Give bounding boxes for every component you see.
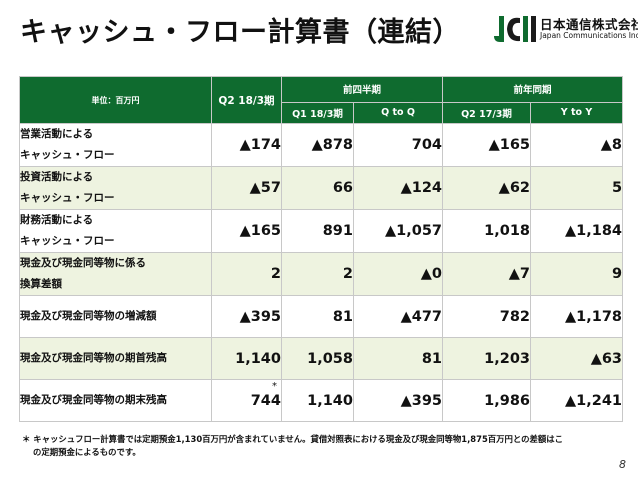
cell-value: 744 bbox=[250, 392, 281, 409]
cell-value: ▲165 bbox=[442, 123, 532, 167]
cell-value: 2 bbox=[211, 252, 282, 296]
cell-value: ▲1,057 bbox=[352, 209, 444, 253]
logo-english-name: Japan Communications Inc. bbox=[540, 31, 638, 40]
cell-value: 2 bbox=[281, 252, 354, 296]
company-logo: 日本通信株式会社 Japan Communications Inc. bbox=[492, 12, 638, 46]
cell-value: ▲62 bbox=[442, 166, 532, 210]
asterisk-mark: * bbox=[272, 381, 277, 392]
row-label: 現金及び現金同等物の期末残高 bbox=[19, 379, 212, 422]
page-number: 8 bbox=[619, 458, 626, 471]
cell-value: ▲165 bbox=[211, 209, 282, 253]
cell-value: 81 bbox=[281, 295, 354, 338]
cell-value: 1,986 bbox=[442, 379, 532, 422]
group-header-prev-year: 前年同期 bbox=[442, 76, 624, 103]
cell-value: ▲7 bbox=[442, 252, 532, 296]
page-title: キャッシュ・フロー計算書（連結） bbox=[20, 17, 460, 48]
cell-value: 66 bbox=[281, 166, 354, 210]
cell-value-with-note: * 744 bbox=[211, 379, 282, 422]
cell-value: 1,140 bbox=[211, 337, 282, 380]
cell-value: 9 bbox=[530, 252, 624, 296]
cell-value: ▲0 bbox=[352, 252, 444, 296]
cell-value: 782 bbox=[442, 295, 532, 338]
cell-value: ▲477 bbox=[352, 295, 444, 338]
row-label: 営業活動による キャッシュ・フロー bbox=[19, 123, 212, 167]
cell-value: ▲174 bbox=[211, 123, 282, 167]
table-row: 投資活動による キャッシュ・フロー ▲57 66 ▲124 ▲62 5 bbox=[19, 166, 624, 210]
row-label: 投資活動による キャッシュ・フロー bbox=[19, 166, 212, 210]
unit-header: 単位：百万円 bbox=[19, 76, 212, 124]
cell-value: 704 bbox=[352, 123, 444, 167]
cell-value: ▲1,241 bbox=[530, 379, 624, 422]
table-row: 現金及び現金同等物に係る 換算差額 2 2 ▲0 ▲7 9 bbox=[19, 252, 624, 296]
subheader-ytoy: Y to Y bbox=[530, 101, 624, 125]
cell-value: ▲124 bbox=[352, 166, 444, 210]
table-row: 現金及び現金同等物の期末残高 * 744 1,140 ▲395 1,986 ▲1… bbox=[19, 379, 624, 422]
subheader-q2-prev: Q2 17/3期 bbox=[442, 101, 532, 125]
row-label: 財務活動による キャッシュ・フロー bbox=[19, 209, 212, 253]
cell-value: ▲1,178 bbox=[530, 295, 624, 338]
jci-logo-icon bbox=[492, 14, 538, 44]
cell-value: ▲57 bbox=[211, 166, 282, 210]
cell-value: 1,203 bbox=[442, 337, 532, 380]
cell-value: ▲1,184 bbox=[530, 209, 624, 253]
cell-value: ▲395 bbox=[352, 379, 444, 422]
cell-value: ▲8 bbox=[530, 123, 624, 167]
subheader-q1: Q1 18/3期 bbox=[281, 101, 354, 125]
logo-japanese-name: 日本通信株式会社 bbox=[540, 17, 638, 32]
cash-flow-table: 単位：百万円 Q2 18/3期 前四半期 前年同期 Q1 18/3期 Q to … bbox=[19, 76, 624, 422]
table-row: 現金及び現金同等物の期首残高 1,140 1,058 81 1,203 ▲63 bbox=[19, 337, 624, 380]
cell-value: 1,018 bbox=[442, 209, 532, 253]
row-label: 現金及び現金同等物に係る 換算差額 bbox=[19, 252, 212, 296]
table-row: 財務活動による キャッシュ・フロー ▲165 891 ▲1,057 1,018 ▲… bbox=[19, 209, 624, 253]
row-label: 現金及び現金同等物の期首残高 bbox=[19, 337, 212, 380]
table-row: 営業活動による キャッシュ・フロー ▲174 ▲878 704 ▲165 ▲8 bbox=[19, 123, 624, 167]
table-row: 現金及び現金同等物の増減額 ▲395 81 ▲477 782 ▲1,178 bbox=[19, 295, 624, 338]
q2-header: Q2 18/3期 bbox=[211, 76, 282, 124]
cell-value: 1,058 bbox=[281, 337, 354, 380]
row-label: 現金及び現金同等物の増減額 bbox=[19, 295, 212, 338]
group-header-prev-quarter: 前四半期 bbox=[280, 76, 444, 103]
cell-value: 81 bbox=[352, 337, 444, 380]
footnote-line-2: の定期預金によるものです。 bbox=[33, 447, 141, 457]
cell-value: ▲63 bbox=[530, 337, 624, 380]
footnote: ＊ キャッシュフロー計算書では定期預金1,130百万円が含まれていません。貸借対… bbox=[22, 433, 622, 459]
cell-value: 5 bbox=[530, 166, 624, 210]
cell-value: 1,140 bbox=[281, 379, 354, 422]
cell-value: ▲878 bbox=[281, 123, 354, 167]
footnote-line-1: ＊ キャッシュフロー計算書では定期預金1,130百万円が含まれていません。貸借対… bbox=[22, 434, 564, 444]
cell-value: 891 bbox=[281, 209, 354, 253]
cell-value: ▲395 bbox=[211, 295, 282, 338]
subheader-qtoq: Q to Q bbox=[352, 101, 444, 125]
